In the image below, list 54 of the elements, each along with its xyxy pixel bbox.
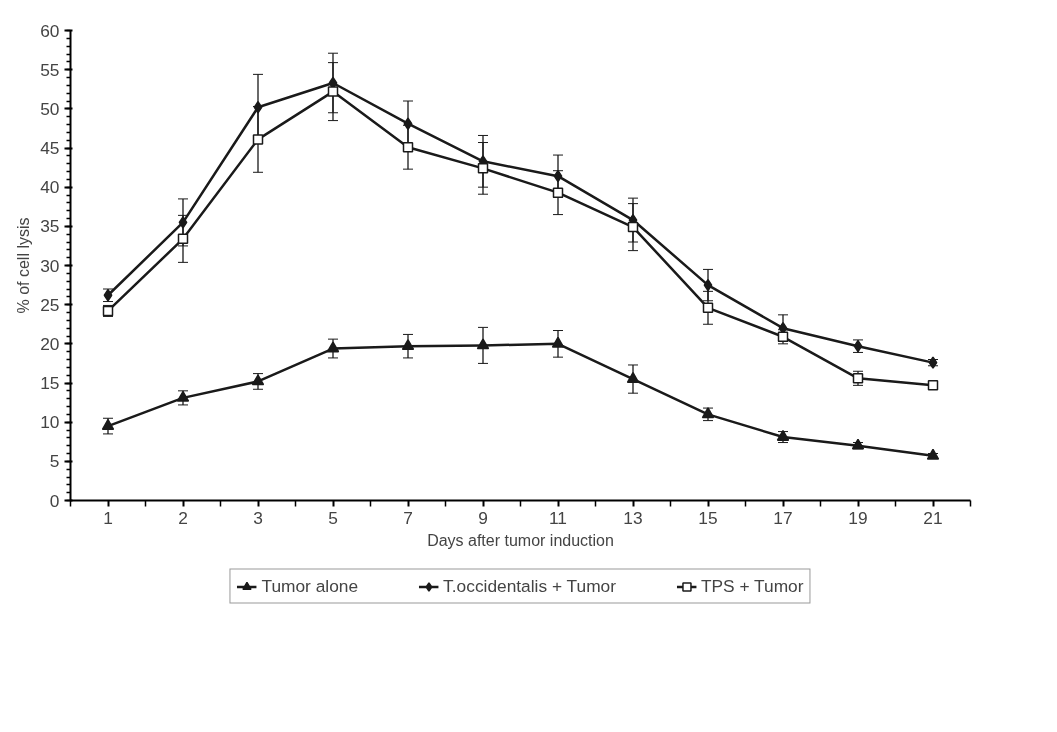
legend-label: TPS + Tumor xyxy=(700,575,804,597)
point xyxy=(851,438,865,450)
point xyxy=(252,134,264,145)
y-tick-label: 30 xyxy=(40,255,60,276)
x-tick-label: 21 xyxy=(923,507,943,528)
point xyxy=(176,390,190,402)
x-tick-label: 19 xyxy=(848,507,868,528)
x-tick-label: 5 xyxy=(328,507,338,528)
point xyxy=(927,380,939,391)
y-tick-label: 50 xyxy=(40,98,60,119)
point xyxy=(476,338,490,350)
x-tick-label: 3 xyxy=(253,507,263,528)
point xyxy=(251,374,265,386)
point xyxy=(101,418,115,431)
y-tick-label: 15 xyxy=(40,373,60,393)
point xyxy=(401,339,415,351)
x-tick-label: 17 xyxy=(773,507,793,528)
point xyxy=(327,86,339,97)
y-tick-label: 40 xyxy=(40,177,60,198)
x-tick-label: 1 xyxy=(103,507,113,528)
point xyxy=(702,302,714,314)
point xyxy=(177,233,189,245)
legend-label: Tumor alone xyxy=(261,575,359,597)
x-tick-label: 2 xyxy=(178,507,188,528)
y-tick-label: 20 xyxy=(40,333,60,354)
point xyxy=(627,221,639,233)
y-tick-label: 5 xyxy=(49,451,60,472)
point xyxy=(626,371,640,384)
point xyxy=(551,336,565,348)
x-tick-label: 11 xyxy=(549,507,568,528)
x-axis-title: Days after tumor induction xyxy=(427,531,614,549)
point xyxy=(552,187,564,198)
y-tick-label: 25 xyxy=(40,294,60,315)
legend-label: T.occidentalis + Tumor xyxy=(443,575,616,597)
y-tick-label: 0 xyxy=(49,490,60,511)
point xyxy=(178,216,188,229)
point xyxy=(403,117,413,130)
point xyxy=(553,169,563,183)
y-tick-label: 45 xyxy=(40,138,60,158)
point xyxy=(926,448,940,460)
y-tick-label: 60 xyxy=(40,20,60,41)
x-tick-label: 9 xyxy=(478,507,488,528)
point xyxy=(703,278,713,292)
x-tick-label: 7 xyxy=(403,507,413,528)
x-tick-label: 13 xyxy=(623,507,643,528)
y-tick-label: 10 xyxy=(40,412,60,433)
point xyxy=(253,101,263,114)
y-axis-title: % of cell lysis xyxy=(15,217,33,314)
y-tick-label: 35 xyxy=(40,216,60,237)
x-tick-label: 15 xyxy=(698,507,718,528)
point xyxy=(326,341,340,353)
point xyxy=(477,163,489,174)
point xyxy=(402,141,414,153)
y-tick-label: 55 xyxy=(40,59,60,80)
